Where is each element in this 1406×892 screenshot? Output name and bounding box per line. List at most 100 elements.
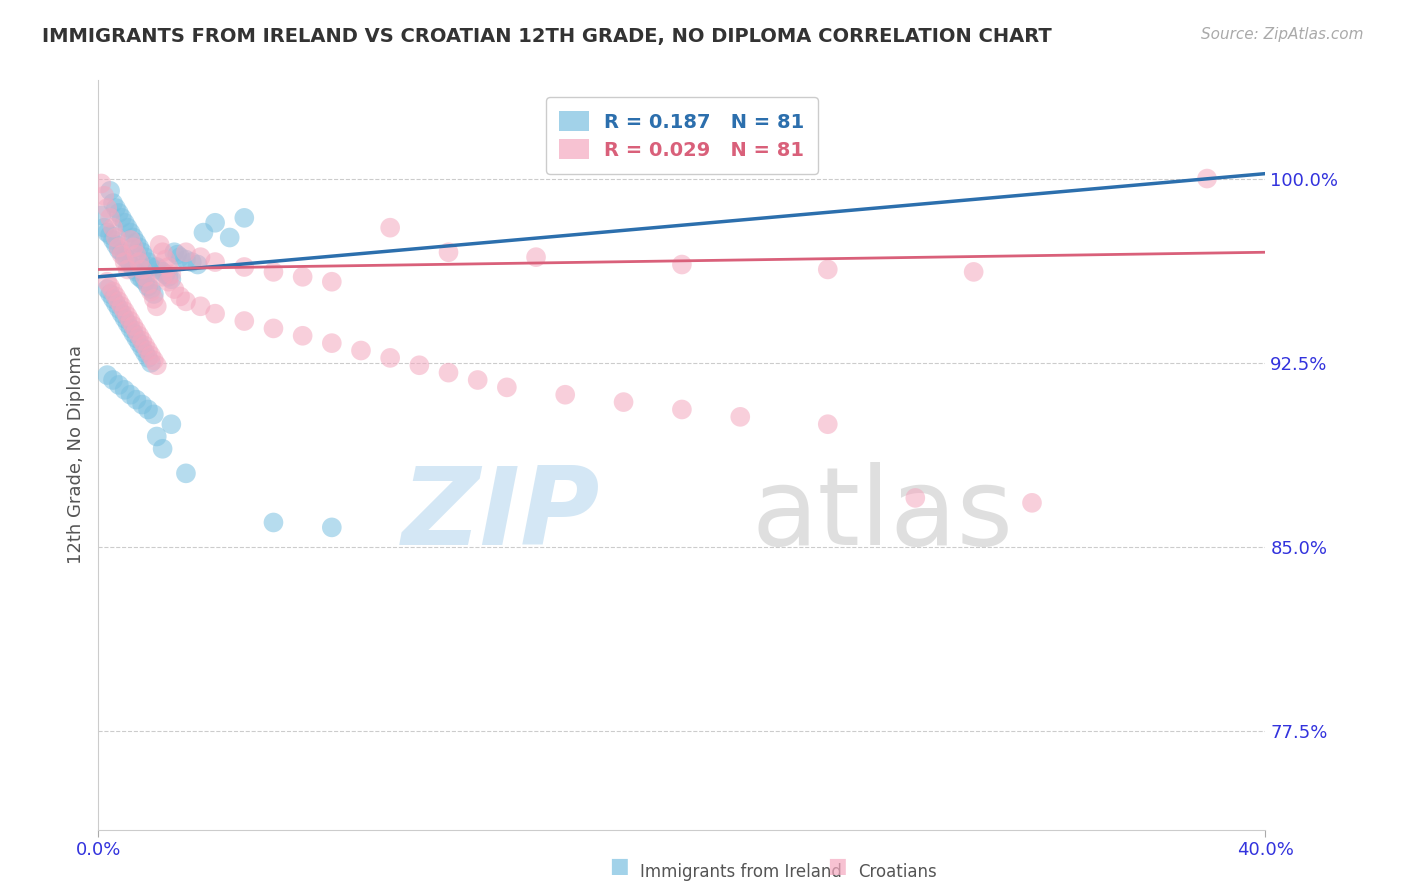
Point	[122, 230, 145, 244]
Point	[114, 383, 136, 397]
Point	[157, 275, 180, 289]
Point	[98, 279, 121, 293]
Point	[155, 252, 177, 267]
Point	[125, 392, 148, 407]
Point	[98, 287, 121, 301]
Point	[157, 260, 180, 274]
Point	[122, 262, 145, 277]
Point	[904, 491, 927, 505]
Point	[152, 269, 174, 284]
Point	[467, 373, 489, 387]
Point	[262, 265, 284, 279]
Point	[111, 307, 134, 321]
Point	[101, 373, 124, 387]
Point	[136, 255, 159, 269]
Point	[134, 275, 156, 289]
Point	[139, 348, 162, 362]
Point	[262, 321, 284, 335]
Point	[134, 250, 156, 264]
Point	[174, 252, 197, 267]
Point	[157, 269, 180, 284]
Point	[120, 321, 142, 335]
Point	[146, 429, 169, 443]
Text: ■: ■	[609, 856, 628, 876]
Point	[155, 268, 177, 282]
Point	[204, 307, 226, 321]
Point	[146, 260, 169, 274]
Point	[111, 245, 134, 260]
Point	[190, 299, 212, 313]
Point	[187, 258, 209, 272]
Point	[125, 235, 148, 250]
Point	[139, 356, 162, 370]
Point	[174, 245, 197, 260]
Point	[111, 248, 134, 262]
Point	[169, 289, 191, 303]
Point	[152, 265, 174, 279]
Legend: R = 0.187   N = 81, R = 0.029   N = 81: R = 0.187 N = 81, R = 0.029 N = 81	[546, 97, 818, 174]
Point	[612, 395, 634, 409]
Point	[125, 248, 148, 262]
Point	[104, 238, 127, 252]
Point	[142, 408, 165, 422]
Point	[108, 206, 131, 220]
Point	[139, 285, 162, 299]
Point	[131, 245, 153, 260]
Point	[524, 250, 547, 264]
Point	[1021, 496, 1043, 510]
Point	[122, 326, 145, 341]
Point	[114, 216, 136, 230]
Point	[96, 275, 118, 289]
Point	[134, 338, 156, 352]
Point	[96, 201, 118, 215]
Point	[114, 250, 136, 264]
Point	[131, 334, 153, 348]
Point	[108, 301, 131, 316]
Text: IMMIGRANTS FROM IRELAND VS CROATIAN 12TH GRADE, NO DIPLOMA CORRELATION CHART: IMMIGRANTS FROM IRELAND VS CROATIAN 12TH…	[42, 27, 1052, 45]
Point	[554, 388, 576, 402]
Point	[131, 262, 153, 277]
Point	[149, 262, 172, 277]
Point	[152, 442, 174, 456]
Point	[142, 287, 165, 301]
Point	[291, 269, 314, 284]
Point	[125, 324, 148, 338]
Point	[101, 233, 124, 247]
Point	[817, 262, 839, 277]
Point	[193, 226, 215, 240]
Point	[125, 331, 148, 345]
Point	[111, 299, 134, 313]
Point	[90, 208, 112, 222]
Point	[117, 309, 139, 323]
Point	[98, 211, 121, 225]
Point	[218, 230, 240, 244]
Point	[93, 188, 115, 202]
Point	[134, 346, 156, 360]
Point	[134, 269, 156, 284]
Point	[96, 282, 118, 296]
Y-axis label: 12th Grade, No Diploma: 12th Grade, No Diploma	[66, 345, 84, 565]
Point	[437, 366, 460, 380]
Point	[122, 240, 145, 254]
Point	[233, 211, 256, 225]
Point	[128, 240, 150, 254]
Point	[146, 358, 169, 372]
Point	[204, 216, 226, 230]
Point	[136, 402, 159, 417]
Point	[104, 297, 127, 311]
Point	[380, 351, 402, 365]
Point	[104, 289, 127, 303]
Point	[108, 294, 131, 309]
Point	[180, 255, 202, 269]
Point	[262, 516, 284, 530]
Point	[114, 304, 136, 318]
Point	[496, 380, 519, 394]
Point	[104, 230, 127, 244]
Point	[125, 265, 148, 279]
Point	[139, 282, 162, 296]
Point	[122, 318, 145, 333]
Point	[136, 279, 159, 293]
Point	[101, 292, 124, 306]
Point	[101, 285, 124, 299]
Point	[321, 275, 343, 289]
